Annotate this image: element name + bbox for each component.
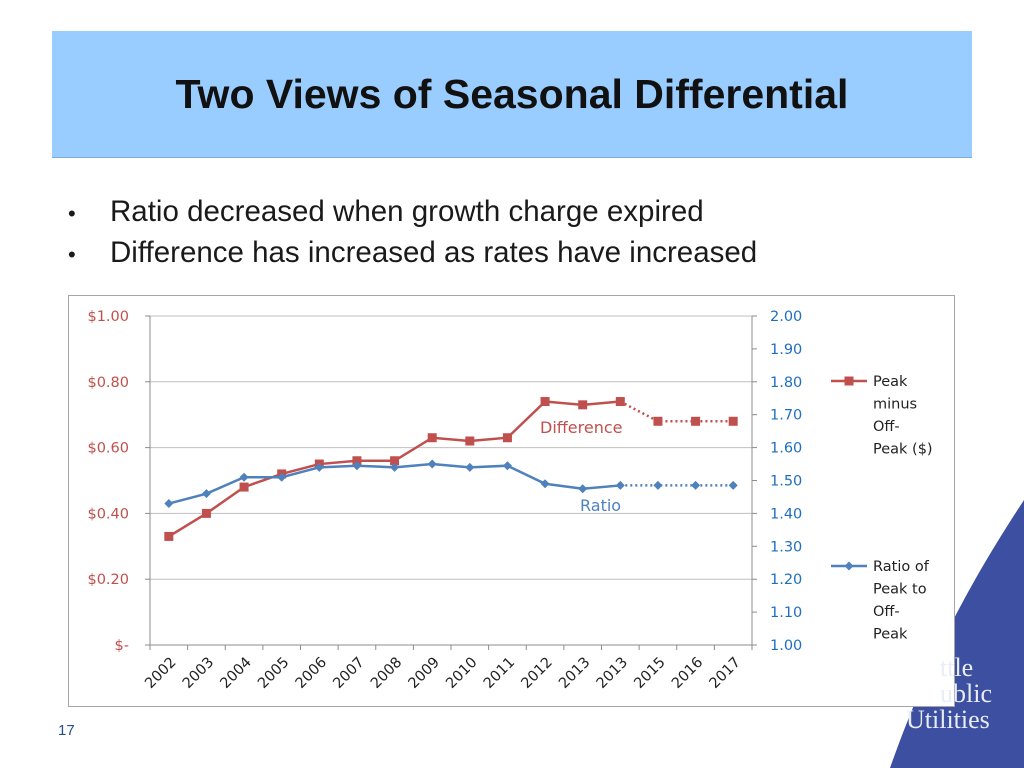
slide-number: 17 xyxy=(58,722,75,739)
dual-axis-line-chart: $- $0.20 $0.40 $0.60 $0.80 $1.00 1.00 1.10 1.20 1… xyxy=(87,309,933,692)
legend-marker-diamond xyxy=(844,561,854,571)
right-axis-tick-label: 1.00 xyxy=(770,638,802,654)
right-axis-tick-label: 1.50 xyxy=(770,474,802,490)
legend-label-line: Peak xyxy=(873,627,908,643)
right-axis-tick-label: 1.90 xyxy=(770,342,802,358)
right-axis-tick-label: 1.20 xyxy=(770,572,802,588)
chart-frame: $- $0.20 $0.40 $0.60 $0.80 $1.00 1.00 1.10 1.20 1… xyxy=(68,295,955,707)
x-axis-tick-label: 2008 xyxy=(368,655,405,692)
legend-label-line: Peak xyxy=(873,374,908,390)
bullet-list: • Ratio decreased when growth charge exp… xyxy=(68,192,757,274)
logo-line: Utilities xyxy=(906,705,990,734)
x-axis-tick-label: 2011 xyxy=(481,655,518,692)
bullet-dot: • xyxy=(68,201,76,226)
utilities-logo: ttle ublic Utilities xyxy=(906,655,1016,733)
legend-label-line: Off- xyxy=(873,419,900,435)
ratio-point xyxy=(352,461,362,471)
difference-point xyxy=(615,397,625,407)
difference-point xyxy=(352,456,362,466)
ratio-point xyxy=(201,489,211,499)
difference-point xyxy=(164,531,174,541)
x-axis-tick-label: 2012 xyxy=(518,655,555,692)
difference-point xyxy=(502,433,512,443)
ratio-point xyxy=(390,462,400,472)
ratio-point xyxy=(164,499,174,509)
right-axis-tick-label: 1.60 xyxy=(770,441,802,457)
x-axis-tick-label: 2010 xyxy=(443,655,480,692)
bullet-dot: • xyxy=(68,242,76,267)
bullet-text: Ratio decreased when growth charge expir… xyxy=(110,195,704,228)
right-axis-tick-label: 2.00 xyxy=(770,309,802,325)
ratio-point xyxy=(691,480,701,490)
legend-label-line: Peak ($) xyxy=(873,442,933,458)
difference-point xyxy=(427,433,437,443)
x-axis-tick-label: 2015 xyxy=(631,655,668,692)
x-axis-tick-label: 2013 xyxy=(556,655,593,692)
logo-line: ttle xyxy=(940,653,974,682)
x-axis-tick-label: 2017 xyxy=(707,655,744,692)
difference-annotation: Difference xyxy=(540,418,622,437)
right-axis-tick-label: 1.40 xyxy=(770,506,802,522)
title-band: Two Views of Seasonal Differential xyxy=(52,31,972,158)
ratio-point xyxy=(427,459,437,469)
left-axis-tick-label: $0.80 xyxy=(87,375,129,391)
ratio-point xyxy=(277,472,287,482)
ratio-point xyxy=(465,462,475,472)
ratio-point xyxy=(653,480,663,490)
series-line-dotted xyxy=(619,400,734,423)
difference-point xyxy=(653,416,663,426)
ratio-point xyxy=(728,480,738,490)
ratio-point xyxy=(578,484,588,494)
ratio-annotation: Ratio xyxy=(580,496,621,515)
difference-point xyxy=(728,416,738,426)
bullet-item: • Ratio decreased when growth charge exp… xyxy=(68,192,757,233)
left-axis-tick-label: $0.20 xyxy=(87,572,129,588)
difference-point xyxy=(540,397,550,407)
ratio-point xyxy=(615,480,625,490)
x-axis-tick-label: 2007 xyxy=(330,655,367,692)
x-axis-tick-label: 2003 xyxy=(180,655,217,692)
ratio-point xyxy=(314,462,324,472)
left-axis-tick-label: $0.40 xyxy=(87,506,129,522)
left-axis-tick-label: $1.00 xyxy=(87,309,129,325)
difference-point xyxy=(390,456,400,466)
difference-point xyxy=(691,416,701,426)
logo-line: ublic xyxy=(940,679,992,708)
ratio-point xyxy=(540,479,550,489)
x-axis-tick-label: 2016 xyxy=(669,655,706,692)
difference-point xyxy=(465,436,475,446)
left-axis-tick-label: $- xyxy=(115,638,129,654)
right-axis-tick-label: 1.70 xyxy=(770,408,802,424)
legend-label-line: Peak to xyxy=(873,582,927,598)
x-axis-tick-label: 2009 xyxy=(406,655,443,692)
x-axis-tick-label: 2005 xyxy=(255,655,292,692)
legend-marker-square xyxy=(844,376,854,386)
x-axis-tick-label: 2004 xyxy=(217,655,254,692)
x-axis-tick-label: 2002 xyxy=(142,655,179,692)
right-axis-tick-label: 1.80 xyxy=(770,375,802,391)
left-axis-tick-label: $0.60 xyxy=(87,441,129,457)
difference-point xyxy=(578,400,588,410)
right-axis-tick-label: 1.10 xyxy=(770,605,802,621)
legend-label-line: Off- xyxy=(873,604,900,620)
ratio-point xyxy=(502,461,512,471)
difference-point xyxy=(201,508,211,518)
bullet-text: Difference has increased as rates have i… xyxy=(110,236,758,269)
ratio-point xyxy=(239,472,249,482)
bullet-item: • Difference has increased as rates have… xyxy=(68,233,757,274)
legend-label-line: minus xyxy=(873,397,917,413)
x-axis-tick-label: 2006 xyxy=(293,655,330,692)
legend-label-line: Ratio of xyxy=(873,559,930,575)
difference-point xyxy=(239,482,249,492)
right-axis-tick-label: 1.30 xyxy=(770,539,802,555)
x-axis-tick-label: 2013 xyxy=(594,655,631,692)
slide-title: Two Views of Seasonal Differential xyxy=(175,70,849,117)
